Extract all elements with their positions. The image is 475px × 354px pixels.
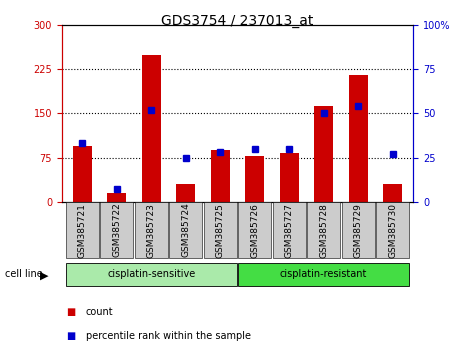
Text: cisplatin-sensitive: cisplatin-sensitive xyxy=(107,269,196,279)
Text: ▶: ▶ xyxy=(40,270,49,280)
Text: GSM385730: GSM385730 xyxy=(388,202,397,258)
Bar xyxy=(176,184,195,202)
Bar xyxy=(245,156,264,202)
Bar xyxy=(376,202,409,258)
Bar xyxy=(142,56,161,202)
Bar xyxy=(66,263,237,285)
Bar xyxy=(211,150,230,202)
Text: GSM385726: GSM385726 xyxy=(250,202,259,258)
Bar xyxy=(100,202,133,258)
Bar xyxy=(204,202,237,258)
Bar xyxy=(307,202,340,258)
Text: cell line: cell line xyxy=(5,269,42,279)
Bar xyxy=(273,202,306,258)
Bar xyxy=(280,153,299,202)
Text: GDS3754 / 237013_at: GDS3754 / 237013_at xyxy=(162,14,314,28)
Text: GSM385727: GSM385727 xyxy=(285,202,294,258)
Bar xyxy=(73,146,92,202)
Text: GSM385722: GSM385722 xyxy=(113,203,122,257)
Bar xyxy=(314,105,333,202)
Text: percentile rank within the sample: percentile rank within the sample xyxy=(86,331,250,341)
Text: cisplatin-resistant: cisplatin-resistant xyxy=(280,269,367,279)
Text: GSM385724: GSM385724 xyxy=(181,203,190,257)
Bar xyxy=(169,202,202,258)
Text: ■: ■ xyxy=(66,307,76,316)
Bar xyxy=(107,193,126,202)
Bar xyxy=(135,202,168,258)
Bar xyxy=(349,75,368,202)
Bar xyxy=(238,202,271,258)
Text: count: count xyxy=(86,307,113,316)
Text: GSM385725: GSM385725 xyxy=(216,202,225,258)
Text: GSM385723: GSM385723 xyxy=(147,202,156,258)
Text: GSM385728: GSM385728 xyxy=(319,202,328,258)
Bar xyxy=(342,202,375,258)
Bar xyxy=(383,184,402,202)
Text: ■: ■ xyxy=(66,331,76,341)
Text: GSM385721: GSM385721 xyxy=(78,202,87,258)
Text: GSM385729: GSM385729 xyxy=(353,202,362,258)
Bar xyxy=(238,263,409,285)
Bar xyxy=(66,202,99,258)
